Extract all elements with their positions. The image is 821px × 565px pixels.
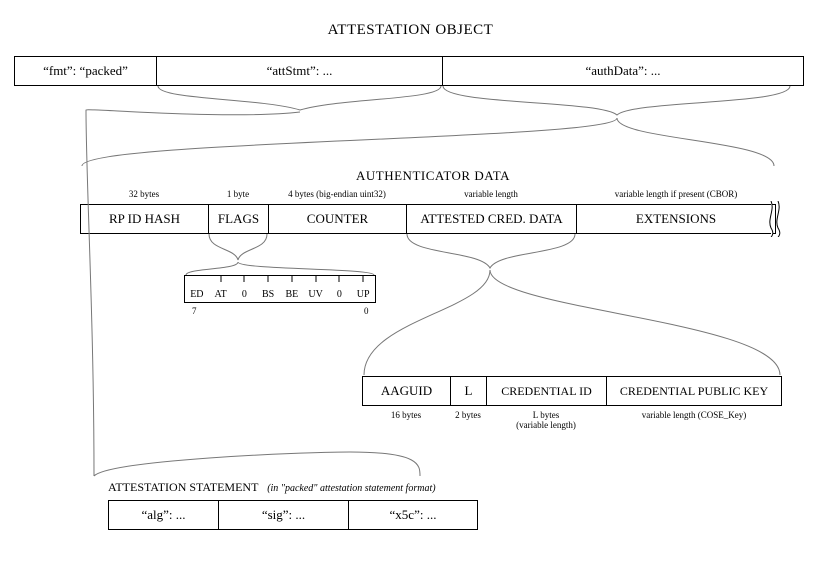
- main-title: ATTESTATION OBJECT: [0, 22, 821, 39]
- L-size-label: 2 bytes: [450, 410, 486, 420]
- flags-byte-box: ED AT 0 BS BE UV 0 UP: [184, 275, 376, 303]
- sig-cell: “sig”: ...: [219, 501, 349, 529]
- aaguid-cell: AAGUID: [363, 377, 451, 405]
- bit-6: AT: [209, 276, 233, 302]
- aaguid-size-label: 16 bytes: [362, 410, 450, 420]
- credid-cell: CREDENTIAL ID: [487, 377, 607, 405]
- bit-7: ED: [185, 276, 209, 302]
- attested-cell: ATTESTED CRED. DATA: [407, 205, 577, 233]
- L-cell: L: [451, 377, 487, 405]
- counter-size-label: 4 bytes (big-endian uint32): [268, 189, 406, 199]
- attested-size-label: variable length: [406, 189, 576, 199]
- counter-cell: COUNTER: [269, 205, 407, 233]
- bit-4: BS: [256, 276, 280, 302]
- pubkey-size-label: variable length (COSE_Key): [606, 410, 782, 420]
- attstmt-note: (in "packed" attestation statement forma…: [267, 483, 435, 494]
- attstmt-row: “alg”: ... “sig”: ... “x5c”: ...: [108, 500, 478, 530]
- authdata-cell: “authData”: ...: [443, 57, 803, 85]
- flags-cell: FLAGS: [209, 205, 269, 233]
- acd-row: AAGUID L CREDENTIAL ID CREDENTIAL PUBLIC…: [362, 376, 782, 406]
- x5c-cell: “x5c”: ...: [349, 501, 477, 529]
- bit-hi-label: 7: [192, 306, 197, 316]
- ext-size-label: variable length if present (CBOR): [576, 189, 776, 199]
- attstmt-title-text: ATTESTATION STATEMENT: [108, 480, 258, 494]
- bit-lo-label: 0: [364, 306, 369, 316]
- fmt-cell: “fmt”: “packed”: [15, 57, 157, 85]
- auth-data-title: AUTHENTICATOR DATA: [60, 168, 806, 184]
- bit-3: BE: [280, 276, 304, 302]
- bit-1: 0: [328, 276, 352, 302]
- extensions-cell: EXTENSIONS: [577, 205, 775, 233]
- rp-size-label: 32 bytes: [80, 189, 208, 199]
- attestation-object-row: “fmt”: “packed” “attStmt”: ... “authData…: [14, 56, 804, 86]
- credid-size-label: L bytes (variable length): [486, 410, 606, 430]
- auth-data-row: RP ID HASH FLAGS COUNTER ATTESTED CRED. …: [80, 204, 776, 234]
- attstmt-title: ATTESTATION STATEMENT (in "packed" attes…: [108, 480, 436, 495]
- alg-cell: “alg”: ...: [109, 501, 219, 529]
- flags-size-label: 1 byte: [208, 189, 268, 199]
- rp-cell: RP ID HASH: [81, 205, 209, 233]
- attstmt-cell: “attStmt”: ...: [157, 57, 443, 85]
- bit-5: 0: [233, 276, 257, 302]
- pubkey-cell: CREDENTIAL PUBLIC KEY: [607, 377, 781, 405]
- bit-0: UP: [351, 276, 375, 302]
- bit-2: UV: [304, 276, 328, 302]
- break-glyph: [769, 201, 783, 237]
